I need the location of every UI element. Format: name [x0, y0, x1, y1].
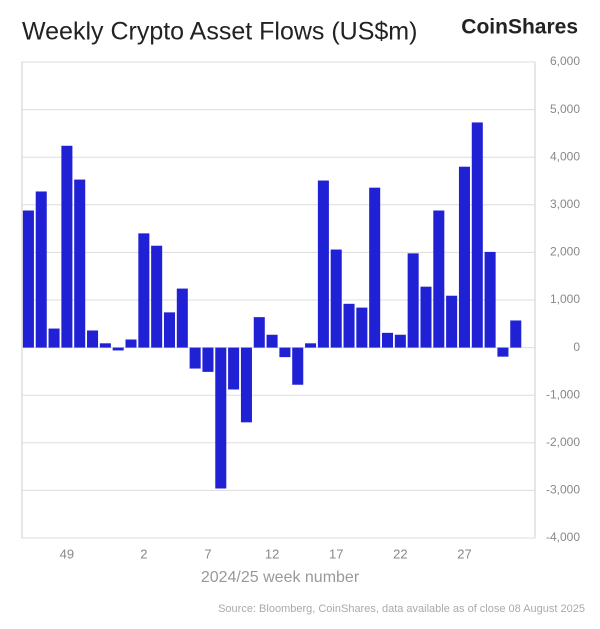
- bar: [407, 253, 419, 348]
- bar: [292, 347, 304, 385]
- bar: [202, 347, 214, 372]
- brand-logo: CoinShares: [461, 16, 578, 39]
- bar: [74, 179, 86, 348]
- y-tick-label: -3,000: [546, 483, 580, 497]
- bar: [446, 295, 458, 348]
- bar: [279, 347, 291, 358]
- bar: [394, 334, 406, 348]
- bar: [22, 210, 34, 348]
- bar: [330, 249, 342, 348]
- x-axis-label: 2024/25 week number: [201, 569, 360, 586]
- bar: [228, 347, 240, 390]
- x-tick-label: 27: [457, 546, 471, 561]
- x-tick-label: 12: [265, 546, 279, 561]
- bar: [497, 347, 509, 357]
- bar: [317, 180, 329, 348]
- bar: [48, 328, 60, 348]
- bar: [163, 312, 176, 348]
- bar: [189, 347, 201, 369]
- y-tick-label: 5,000: [550, 102, 580, 116]
- bar: [484, 251, 496, 348]
- bar: [356, 307, 368, 348]
- x-tick-label: 49: [60, 546, 74, 561]
- bar: [99, 343, 111, 348]
- y-tick-label: 3,000: [550, 197, 580, 211]
- y-tick-label: 1,000: [550, 292, 580, 306]
- bar: [458, 166, 470, 348]
- bar: [215, 347, 227, 489]
- bar: [61, 145, 73, 348]
- bar: [87, 330, 99, 348]
- y-tick-label: 0: [573, 340, 580, 354]
- y-tick-label: -1,000: [546, 387, 580, 401]
- y-tick-label: -2,000: [546, 435, 580, 449]
- x-tick-label: 17: [329, 546, 343, 561]
- bar: [471, 122, 483, 348]
- bar: [381, 332, 394, 348]
- source-note: Source: Bloomberg, CoinShares, data avai…: [218, 603, 585, 615]
- y-tick-label: 6,000: [550, 54, 580, 68]
- y-tick-label: 2,000: [550, 245, 580, 259]
- x-tick-label: 7: [204, 546, 211, 561]
- bar: [253, 317, 265, 348]
- y-tick-label: 4,000: [550, 149, 580, 163]
- bar: [510, 320, 522, 348]
- chart-title: Weekly Crypto Asset Flows (US$m): [22, 18, 417, 46]
- bar: [343, 303, 355, 348]
- bar: [125, 339, 137, 348]
- bar: [35, 191, 47, 348]
- bar: [369, 187, 381, 348]
- bar: [266, 334, 278, 348]
- bar: [176, 288, 188, 348]
- bar: [240, 347, 252, 423]
- bar: [420, 286, 432, 348]
- bar: [151, 245, 163, 348]
- bar: [433, 210, 445, 348]
- bar: [112, 347, 124, 351]
- bar: [138, 233, 150, 348]
- bar: [305, 343, 317, 348]
- y-tick-label: -4,000: [546, 530, 580, 544]
- x-tick-label: 2: [140, 546, 147, 561]
- x-tick-label: 22: [393, 546, 407, 561]
